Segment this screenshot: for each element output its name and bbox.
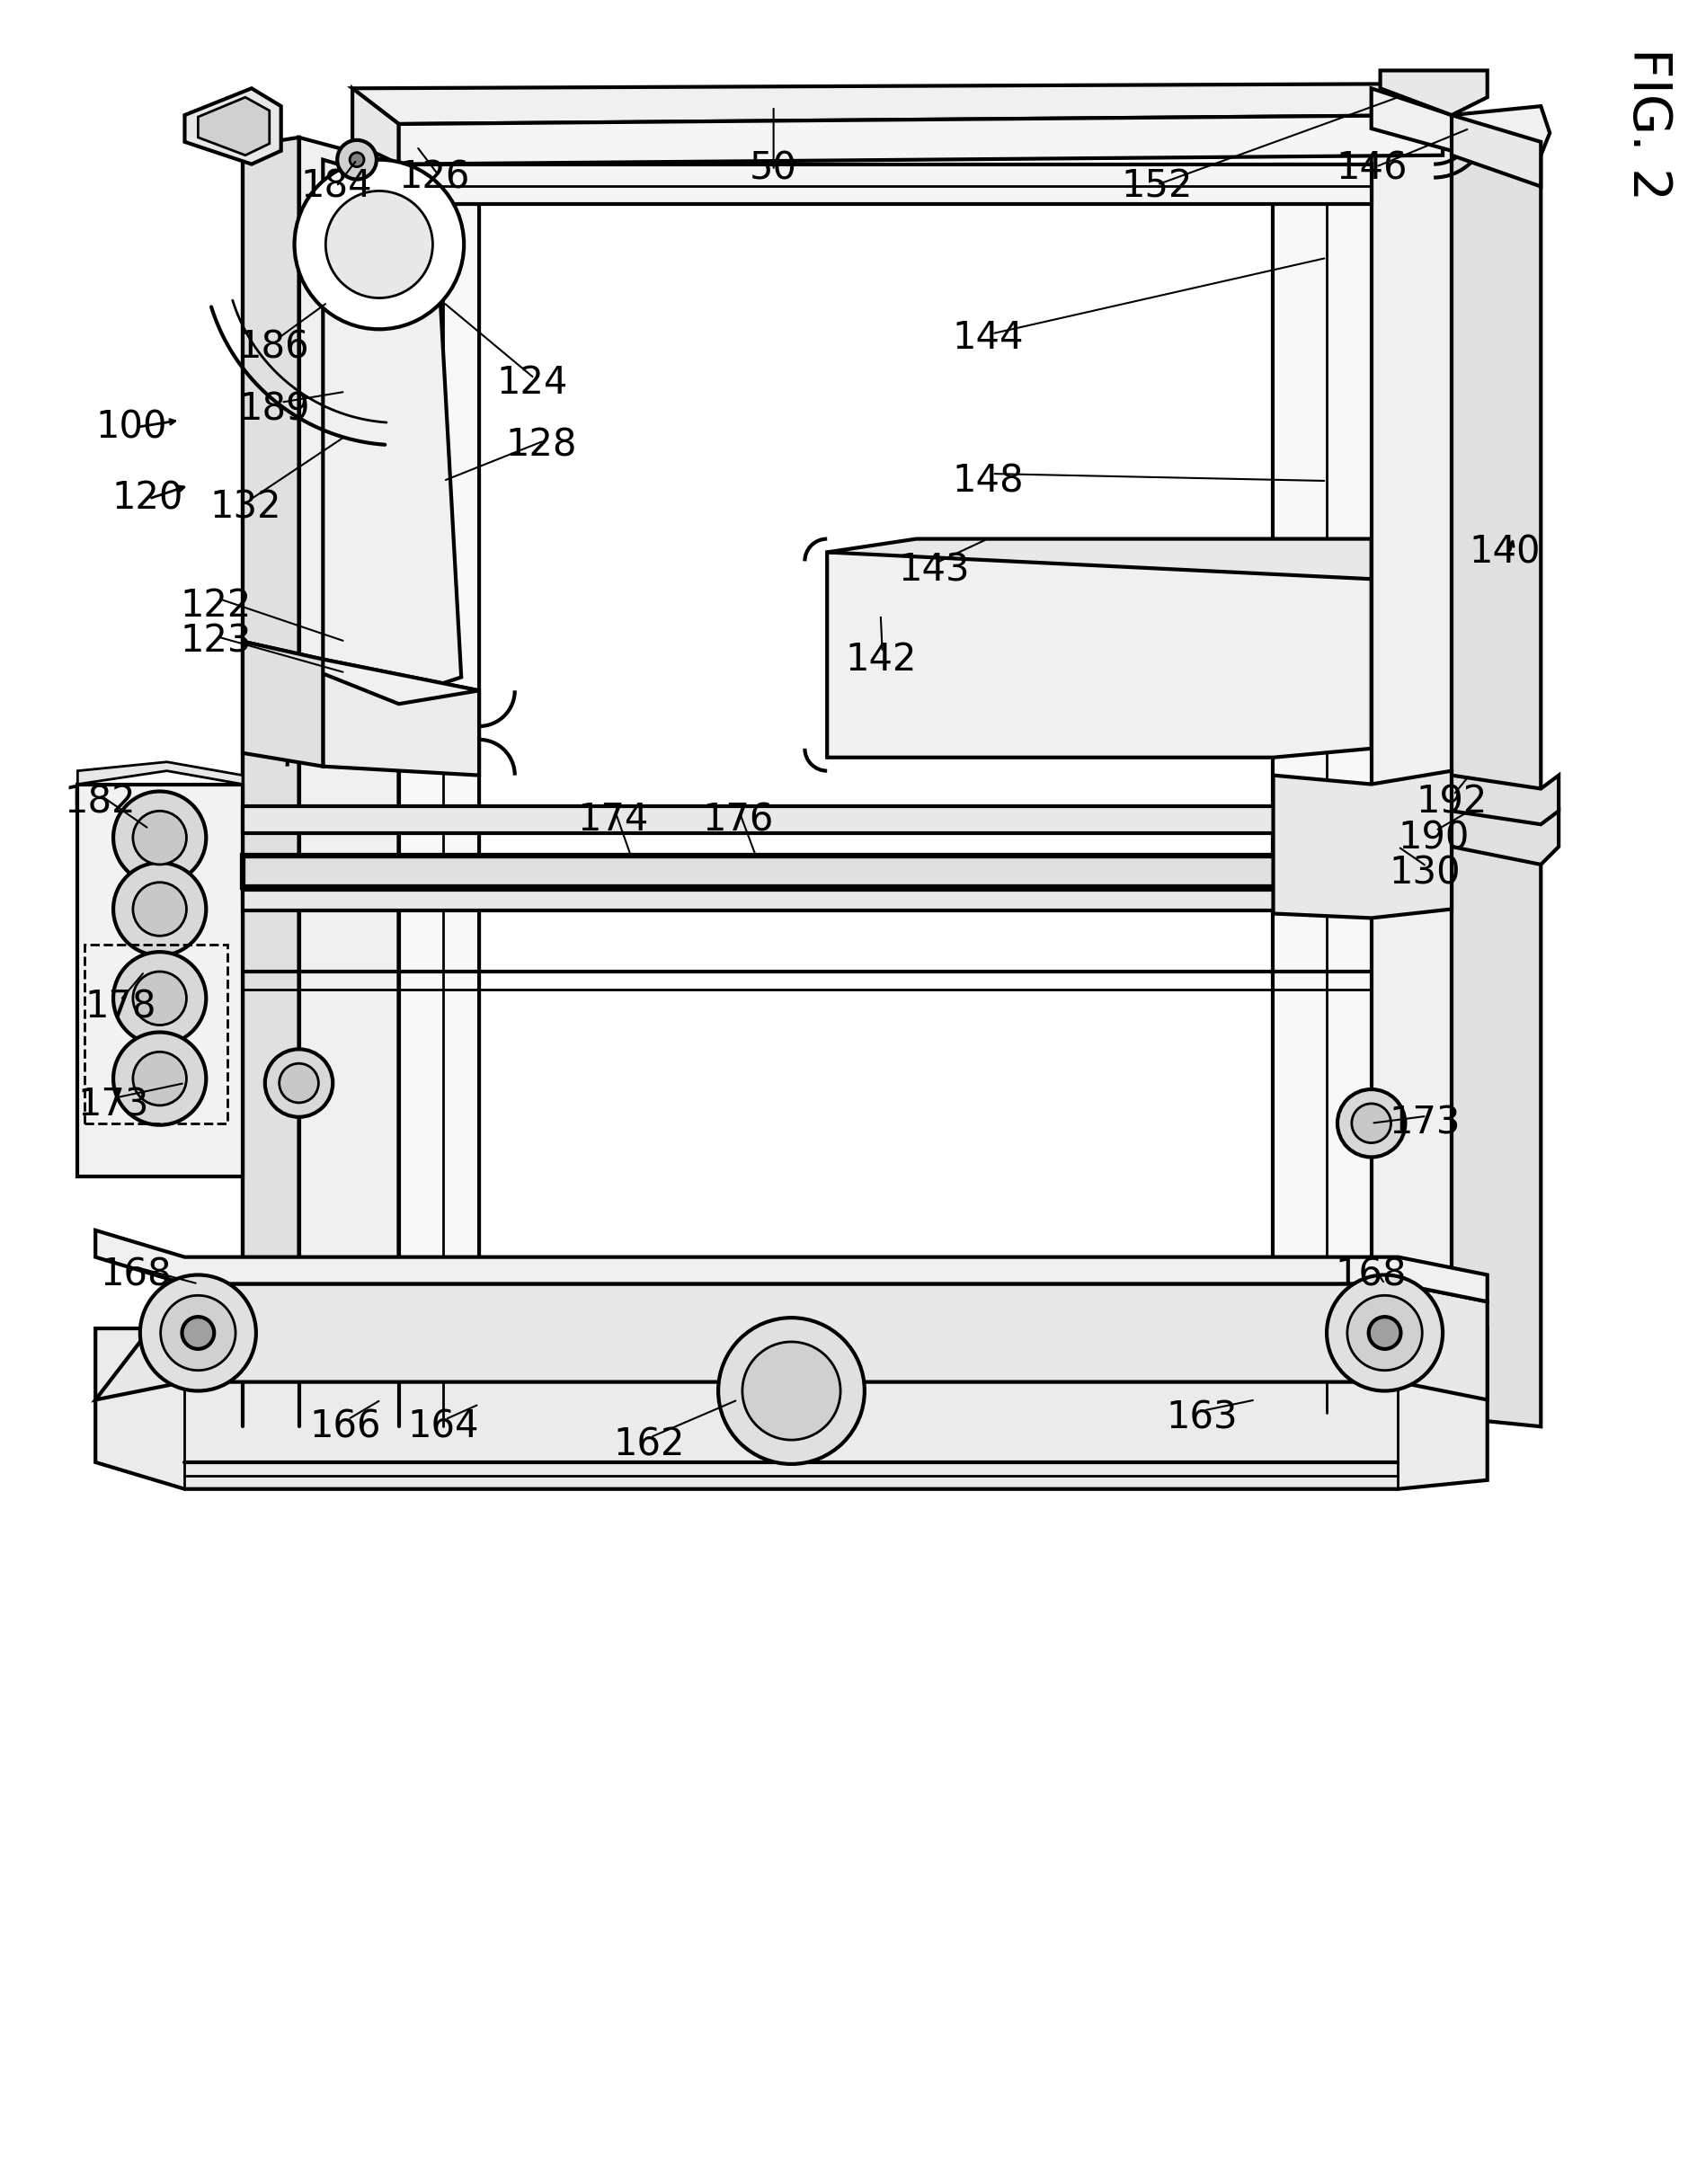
Circle shape	[742, 1341, 840, 1439]
Text: 132: 132	[210, 489, 282, 526]
Polygon shape	[243, 642, 479, 703]
Text: 152: 152	[1122, 168, 1193, 205]
Text: 192: 192	[1415, 784, 1487, 821]
Polygon shape	[199, 98, 270, 155]
Polygon shape	[78, 762, 243, 784]
Polygon shape	[1380, 70, 1487, 116]
Circle shape	[141, 1275, 256, 1391]
Text: 176: 176	[703, 802, 774, 839]
Circle shape	[718, 1317, 864, 1463]
Text: 178: 178	[85, 989, 156, 1026]
Circle shape	[326, 190, 433, 297]
Circle shape	[338, 140, 377, 179]
Polygon shape	[1451, 775, 1560, 828]
Polygon shape	[399, 164, 479, 1426]
Text: 126: 126	[399, 159, 470, 197]
Polygon shape	[353, 83, 1442, 124]
Text: 100: 100	[95, 408, 166, 446]
Text: 122: 122	[180, 587, 251, 625]
Polygon shape	[243, 856, 1371, 887]
Polygon shape	[1451, 116, 1541, 186]
Text: 168: 168	[100, 1256, 171, 1293]
Polygon shape	[243, 642, 322, 767]
Text: 174: 174	[577, 802, 648, 839]
Polygon shape	[243, 889, 1371, 911]
Text: 168: 168	[1336, 1256, 1407, 1293]
Circle shape	[1353, 1103, 1392, 1142]
Text: 162: 162	[613, 1426, 684, 1463]
Circle shape	[132, 1053, 187, 1105]
Text: 128: 128	[506, 426, 577, 463]
Circle shape	[132, 972, 187, 1024]
Polygon shape	[95, 1230, 1487, 1302]
Circle shape	[161, 1295, 236, 1369]
Text: 120: 120	[112, 480, 183, 518]
Text: 186: 186	[238, 328, 309, 367]
Polygon shape	[399, 116, 1442, 164]
Text: 123: 123	[180, 622, 251, 660]
Circle shape	[1337, 1090, 1405, 1158]
Text: 50: 50	[750, 151, 798, 188]
Text: 130: 130	[1390, 854, 1461, 893]
Text: 124: 124	[497, 365, 568, 402]
Polygon shape	[1273, 771, 1451, 917]
Circle shape	[265, 1048, 333, 1116]
Circle shape	[132, 810, 187, 865]
Text: FIG. 2: FIG. 2	[1622, 48, 1673, 201]
Polygon shape	[353, 87, 399, 164]
Polygon shape	[1451, 810, 1560, 865]
Text: 189: 189	[238, 391, 309, 428]
Circle shape	[295, 159, 463, 330]
Text: 163: 163	[1166, 1398, 1237, 1437]
Circle shape	[182, 1317, 214, 1350]
Circle shape	[1327, 1275, 1442, 1391]
Circle shape	[114, 863, 205, 957]
Text: 164: 164	[407, 1409, 479, 1446]
Polygon shape	[78, 784, 243, 1177]
Text: 143: 143	[898, 550, 971, 590]
Text: 146: 146	[1336, 151, 1407, 188]
Text: 184: 184	[300, 168, 372, 205]
Polygon shape	[243, 806, 1371, 834]
Text: 144: 144	[952, 319, 1023, 356]
Text: 142: 142	[845, 640, 916, 679]
Polygon shape	[826, 539, 1371, 579]
Polygon shape	[399, 164, 1371, 205]
Polygon shape	[299, 138, 399, 1426]
Circle shape	[350, 153, 365, 166]
Polygon shape	[1371, 116, 1451, 1417]
Circle shape	[114, 791, 205, 885]
Circle shape	[114, 1033, 205, 1125]
Text: 182: 182	[64, 784, 136, 821]
Text: 140: 140	[1470, 533, 1541, 572]
Circle shape	[132, 882, 187, 937]
Circle shape	[1369, 1317, 1400, 1350]
Polygon shape	[1371, 87, 1549, 155]
Polygon shape	[322, 660, 479, 775]
Polygon shape	[95, 1328, 1487, 1489]
Polygon shape	[826, 553, 1371, 758]
Text: 173: 173	[1390, 1105, 1461, 1142]
Circle shape	[114, 952, 205, 1044]
Text: 166: 166	[309, 1409, 382, 1446]
Polygon shape	[95, 1284, 1487, 1400]
Circle shape	[1347, 1295, 1422, 1369]
Text: 148: 148	[952, 463, 1023, 500]
Polygon shape	[1451, 124, 1541, 1426]
Bar	[85, 946, 227, 1123]
Polygon shape	[243, 138, 299, 1426]
Circle shape	[280, 1064, 319, 1103]
Polygon shape	[185, 87, 282, 164]
Polygon shape	[1273, 164, 1371, 1413]
Polygon shape	[322, 159, 462, 695]
Text: 173: 173	[78, 1085, 149, 1125]
Text: 190: 190	[1398, 819, 1470, 856]
